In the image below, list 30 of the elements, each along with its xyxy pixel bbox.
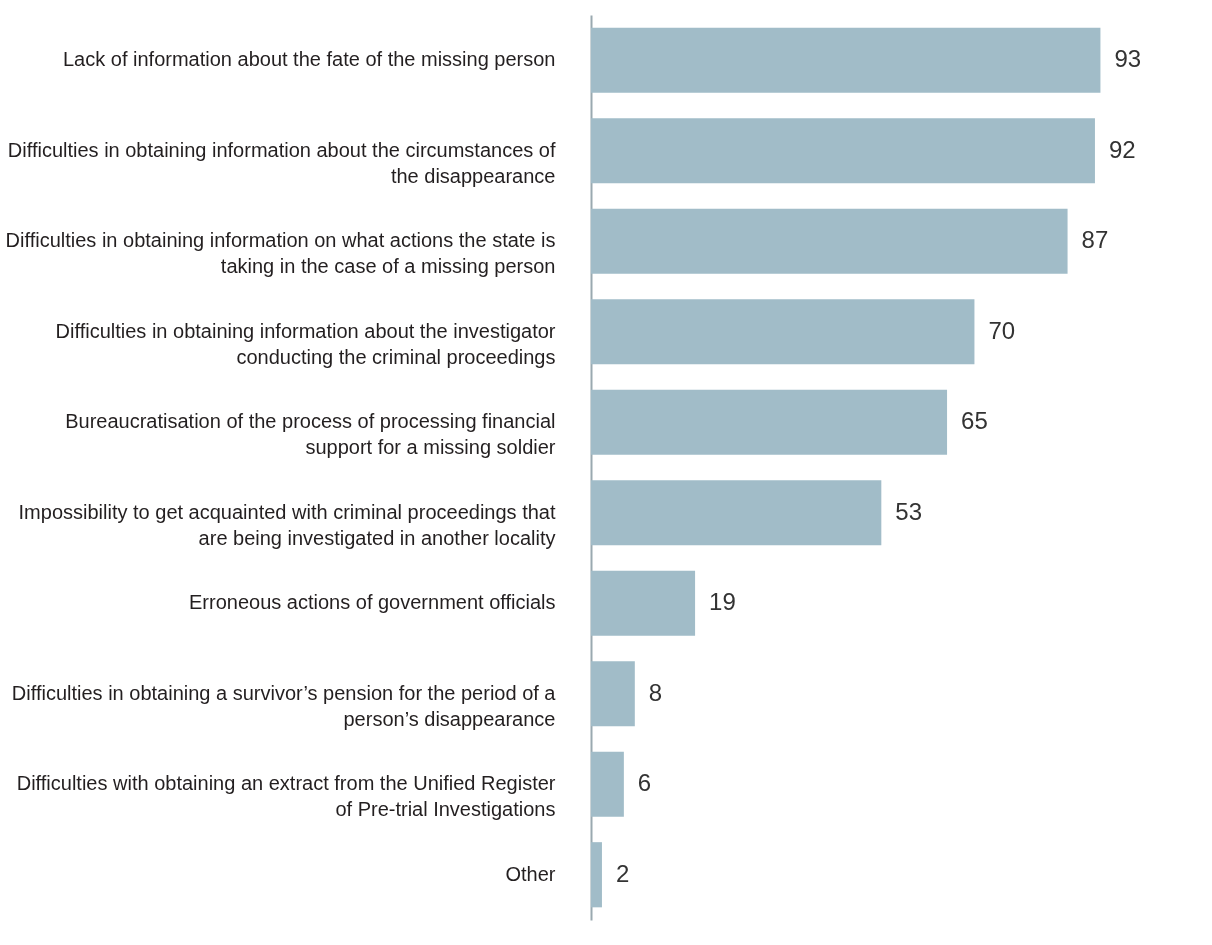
y-tick-label: Difficulties in obtaining information about the investigator conducting the criminal proceedings <box>55 319 556 368</box>
y-tick-label: Erroneous actions of government officials <box>189 591 556 614</box>
bar <box>591 842 602 908</box>
bar <box>591 27 1101 93</box>
data-label: 53 <box>895 497 923 525</box>
data-label: 65 <box>961 407 988 435</box>
data-label: 19 <box>709 588 736 616</box>
y-tick-label: Difficulties in obtaining information on what actions the state is taking in the case of a missing person <box>5 229 556 278</box>
y-tick-label: Difficulties in obtaining information about the circumstances of the disappearance <box>7 138 556 187</box>
y-tick-label: Other <box>505 862 556 885</box>
data-label: 93 <box>1114 45 1142 73</box>
y-tick-label: Lack of information about the fate of the missing person <box>62 48 556 71</box>
bar <box>591 208 1068 274</box>
y-tick-label: Bureaucratisation of the process of processing financial support for a missing soldier <box>65 410 556 459</box>
bar <box>591 299 975 365</box>
data-label: 92 <box>1108 135 1136 163</box>
bar <box>591 751 624 817</box>
bar <box>591 118 1095 184</box>
data-label: 70 <box>988 316 1016 344</box>
y-tick-label: Difficulties in obtaining a survivor’s pension for the period of a person’s disappearance <box>11 681 557 730</box>
y-tick-label: Impossibility to get acquainted with criminal proceedings that are being investigated in another locality <box>18 500 556 549</box>
data-label: 6 <box>637 769 652 797</box>
data-label: 8 <box>648 678 663 706</box>
bar <box>591 389 948 455</box>
bar <box>591 570 696 636</box>
data-label: 87 <box>1081 226 1109 254</box>
y-tick-label: Difficulties with obtaining an extract from the Unified Register of Pre-trial Investigations <box>16 772 556 821</box>
bar <box>591 480 882 546</box>
data-label: 2 <box>615 859 630 887</box>
bar <box>591 661 635 727</box>
